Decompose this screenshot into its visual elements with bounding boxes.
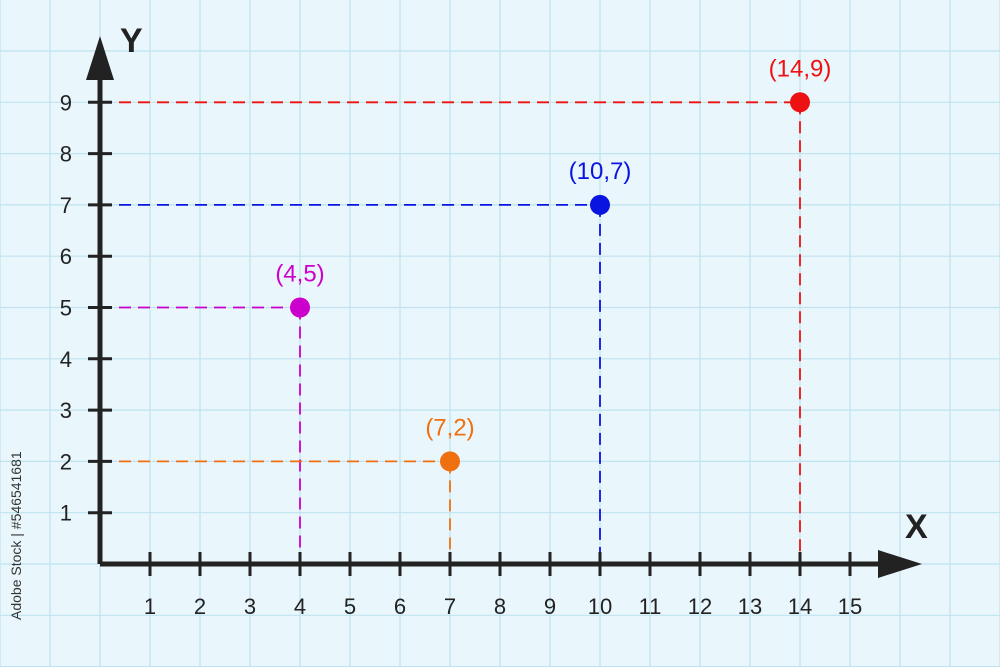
data-point-label-1: (4,5)	[275, 261, 324, 288]
y-tick-label-8: 8	[60, 142, 72, 167]
watermark-text: Adobe Stock | #546541681	[8, 451, 24, 620]
y-tick-label-9: 9	[60, 90, 72, 115]
data-point-2	[440, 451, 460, 472]
y-tick-label-1: 1	[60, 501, 72, 526]
x-tick-label-4: 4	[294, 594, 306, 619]
y-axis-arrow	[86, 36, 114, 80]
x-tick-label-8: 8	[494, 594, 506, 619]
y-tick-label-7: 7	[60, 193, 72, 218]
x-tick-label-7: 7	[444, 594, 456, 619]
y-tick-label-3: 3	[60, 398, 72, 423]
data-point-3	[590, 194, 610, 215]
y-tick-label-2: 2	[60, 449, 72, 474]
y-axis-label: Y	[120, 22, 143, 60]
x-axis-arrow	[878, 550, 922, 578]
x-axis-label: X	[905, 508, 928, 546]
x-tick-label-3: 3	[244, 594, 256, 619]
data-points: (4,5) (7,2) (10,7) (14,9)	[275, 55, 832, 472]
data-point-label-2: (7,2)	[425, 414, 474, 441]
data-point-label-4: (14,9)	[769, 55, 832, 82]
x-tick-label-11: 11	[639, 594, 662, 619]
guide-lines	[100, 101, 801, 564]
x-tick-label-9: 9	[544, 594, 556, 619]
y-tick-label-6: 6	[60, 244, 72, 269]
x-tick-label-14: 14	[788, 594, 812, 619]
x-tick-label-5: 5	[344, 594, 356, 619]
x-tick-label-1: 1	[144, 594, 156, 619]
y-tick-label-4: 4	[60, 347, 72, 372]
x-tick-label-13: 13	[738, 594, 762, 619]
x-tick-label-12: 12	[688, 594, 712, 619]
data-point-1	[290, 297, 310, 318]
data-point-label-3: (10,7)	[569, 158, 632, 185]
data-point-4	[790, 92, 810, 113]
x-tick-label-6: 6	[394, 594, 406, 619]
x-tick-label-2: 2	[194, 594, 206, 619]
y-tick-label-5: 5	[60, 296, 72, 321]
x-tick-label-10: 10	[588, 594, 612, 619]
x-tick-label-15: 15	[838, 594, 862, 619]
